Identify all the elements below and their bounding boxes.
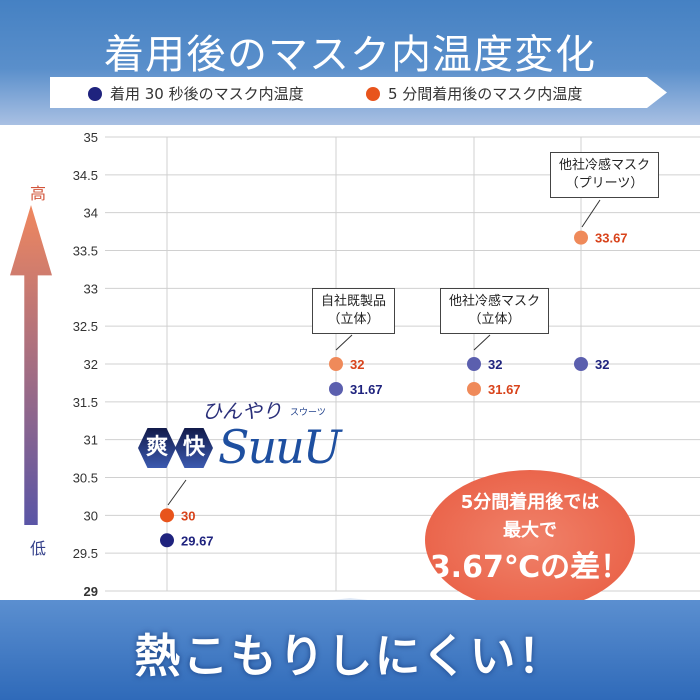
logo-kanji: 快: [175, 428, 213, 468]
data-point-5min: [160, 508, 174, 523]
chart-area: 29 29.5 30 30.5 31 31.5 32 32.5 33 33.5 34 34.5 35 29…: [73, 130, 700, 599]
y-tick-label: 33.5: [73, 244, 98, 259]
leader-line: [167, 479, 187, 506]
data-label: 33.67: [595, 231, 628, 246]
data-label: 30: [181, 508, 195, 523]
legend-item-5min: 5 分間着用後のマスク内温度: [366, 83, 582, 104]
data-point-30s: [467, 357, 481, 371]
footer-banner: [0, 600, 700, 700]
logo-kana: スウーツ: [290, 408, 326, 418]
legend: 着用 30 秒後のマスク内温度 5 分間着用後のマスク内温度: [50, 77, 667, 108]
data-label: 32: [595, 357, 609, 372]
logo-name: SuuU: [218, 420, 342, 474]
callout-competitor-pleats: 他社冷感マスク （プリーツ）: [550, 152, 660, 198]
y-tick-label: 31.5: [73, 395, 98, 410]
difference-bubble: 5分間着用後では 最大で 3.67℃の差！: [425, 470, 635, 610]
legend-label: 着用 30 秒後のマスク内温度: [110, 85, 304, 103]
y-tick-label: 32.5: [73, 319, 98, 334]
data-label: 31.67: [488, 382, 521, 397]
callout-own-product: 自社既製品 （立体）: [312, 288, 396, 334]
high-label: 高: [30, 184, 47, 203]
callout-line: （立体）: [468, 312, 521, 327]
data-point-5min: [574, 230, 588, 245]
header: 着用後のマスク内温度変化 着用 30 秒後のマスク内温度 5 分間着用後のマスク…: [0, 0, 700, 125]
data-label: 31.67: [350, 382, 383, 397]
page-title: 着用後のマスク内温度変化: [104, 32, 596, 78]
low-label: 低: [30, 539, 47, 558]
leader-line: [581, 199, 601, 228]
slogan: 熱こもりしにくい！: [134, 629, 566, 683]
navy-dot-icon: [88, 86, 102, 101]
legend-label: 5 分間着用後のマスク内温度: [388, 85, 583, 103]
leader-line: [473, 334, 491, 351]
y-tick-label: 29.5: [73, 546, 98, 561]
data-point-5min: [467, 381, 481, 396]
logo-kanji: 爽: [138, 428, 176, 468]
callout-line: 他社冷感マスク: [449, 294, 541, 309]
callout-line: （立体）: [327, 312, 380, 327]
data-label: 29.67: [181, 533, 214, 548]
legend-item-30s: 着用 30 秒後のマスク内温度: [88, 83, 304, 104]
callout-line: 自社既製品: [321, 294, 387, 309]
y-tick-label: 35: [84, 130, 98, 145]
y-tick-label: 29: [84, 584, 98, 599]
callout-line: 他社冷感マスク: [559, 158, 651, 173]
bubble-line: 最大で: [503, 520, 557, 541]
bubble-line: 5分間着用後では: [460, 492, 600, 513]
y-tick-label: 32: [84, 357, 98, 372]
data-point-30s: [574, 357, 588, 371]
suuu-logo: ひんやり スウーツ 爽 快 SuuU: [138, 400, 368, 480]
y-tick-label: 34: [84, 206, 98, 221]
data-point-5min: [329, 357, 343, 371]
y-tick-label: 33: [84, 281, 98, 296]
y-tick-label: 30.5: [73, 471, 98, 486]
logo-sub: ひんやり: [202, 399, 282, 423]
data-point-30s: [329, 381, 343, 396]
data-label: 32: [350, 357, 364, 372]
y-tick-label: 34.5: [73, 168, 98, 183]
orange-dot-icon: [366, 86, 380, 101]
callout-competitor-3d: 他社冷感マスク （立体）: [440, 288, 550, 334]
data-label: 32: [488, 357, 502, 372]
leader-line: [335, 334, 353, 351]
y-tick-label: 30: [84, 508, 98, 523]
data-point-30s: [160, 533, 174, 548]
bubble-line: 3.67℃の差！: [429, 550, 631, 585]
callout-line: （プリーツ）: [565, 176, 644, 191]
y-tick-label: 31: [84, 433, 98, 448]
